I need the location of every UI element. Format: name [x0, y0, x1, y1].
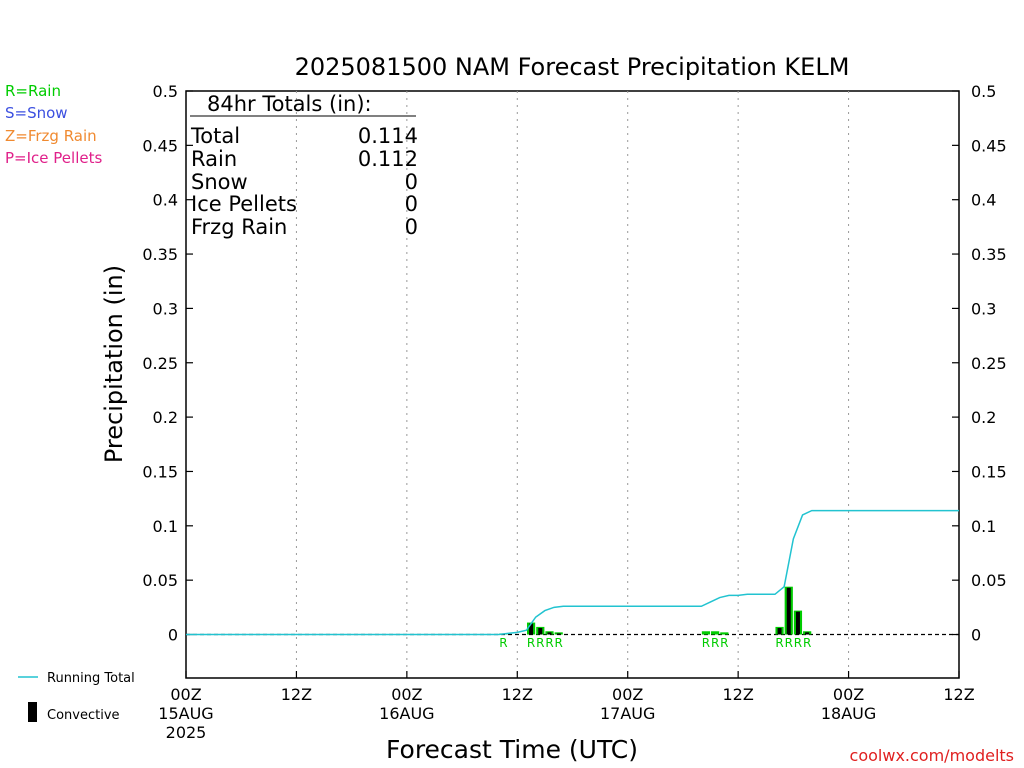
- ptype-marker: R: [499, 636, 507, 650]
- x-tick-label: 12Z: [502, 685, 533, 704]
- y-tick-label-left: 0.3: [153, 299, 178, 318]
- running-total-legend-label: Running Total: [47, 671, 135, 686]
- running-total-line: [186, 509, 959, 636]
- watermark: coolwx.com/modelts: [850, 746, 1014, 765]
- vertical-gridlines: [295, 91, 850, 678]
- totals-value-ice-pellets: 0: [405, 192, 418, 216]
- y-axis-label: Precipitation (in): [100, 265, 128, 463]
- convective-bar: [786, 587, 791, 635]
- x-tick-label: 15AUG: [158, 704, 213, 723]
- ptype-legend: R=Rain S=Snow Z=Frzg Rain P=Ice Pellets: [5, 82, 102, 167]
- y-axis-right: 0 0.05 0.1 0.15 0.2 0.25 0.3 0.35 0.4 0.45 0.5: [952, 82, 1007, 645]
- y-tick-label-right: 0.1: [971, 517, 996, 536]
- x-tick-label: 12Z: [281, 685, 312, 704]
- y-tick-label-left: 0.5: [153, 82, 178, 101]
- ptype-marker: R: [720, 636, 728, 650]
- y-tick-label-right: 0.25: [971, 354, 1007, 373]
- totals-label-snow: Snow: [191, 170, 248, 194]
- ptype-marker: R: [775, 636, 783, 650]
- convective-bar: [547, 632, 552, 635]
- x-tick-label: 00Z: [391, 685, 422, 704]
- ptype-marker: R: [794, 636, 802, 650]
- x-tick-label: 12Z: [943, 685, 974, 704]
- convective-bar: [538, 627, 543, 635]
- ptype-marker: R: [527, 636, 535, 650]
- ptype-legend-frzg-rain: Z=Frzg Rain: [5, 127, 97, 145]
- totals-value-rain: 0.112: [358, 147, 418, 171]
- chart-title: 2025081500 NAM Forecast Precipitation KE…: [295, 53, 850, 81]
- ptype-marker: R: [702, 636, 710, 650]
- ptype-legend-snow: S=Snow: [5, 104, 68, 122]
- convective-bar: [795, 611, 800, 635]
- y-tick-label-left: 0.05: [142, 571, 178, 590]
- series-legend: Running Total Convective: [18, 671, 135, 723]
- ptype-marker: R: [545, 636, 553, 650]
- ptype-marker: R: [536, 636, 544, 650]
- convective-bar: [529, 623, 534, 635]
- y-tick-label-right: 0.4: [971, 191, 996, 210]
- y-tick-label-left: 0.25: [142, 354, 178, 373]
- ptype-legend-rain: R=Rain: [5, 82, 61, 100]
- convective-bar: [777, 627, 782, 635]
- convective-legend-swatch: [28, 702, 37, 722]
- ptype-marker: R: [803, 636, 811, 650]
- convective-legend-label: Convective: [47, 708, 120, 723]
- totals-value-snow: 0: [405, 170, 418, 194]
- y-tick-label-left: 0: [168, 626, 178, 645]
- precip-bar: [720, 632, 729, 635]
- totals-label-ice-pellets: Ice Pellets: [191, 192, 297, 216]
- totals-heading: 84hr Totals (in):: [207, 92, 372, 116]
- y-axis-left: 0 0.05 0.1 0.15 0.2 0.25 0.3 0.35 0.4 0.45 0.5: [142, 82, 193, 645]
- totals-label-frzg-rain: Frzg Rain: [191, 215, 287, 239]
- precip-bar: [701, 631, 711, 635]
- y-tick-label-left: 0.1: [153, 517, 178, 536]
- x-tick-label: 00Z: [612, 685, 643, 704]
- totals-label-rain: Rain: [191, 147, 237, 171]
- totals-value-total: 0.114: [358, 124, 418, 148]
- plot-frame: [185, 90, 960, 679]
- ptype-marker: R: [711, 636, 719, 650]
- totals-value-frzg-rain: 0: [405, 215, 418, 239]
- y-tick-label-left: 0.4: [153, 191, 178, 210]
- y-tick-label-right: 0: [971, 626, 981, 645]
- x-tick-label: 17AUG: [600, 704, 655, 723]
- y-tick-label-left: 0.2: [153, 408, 178, 427]
- y-tick-label-right: 0.5: [971, 82, 996, 101]
- y-tick-label-right: 0.45: [971, 136, 1007, 155]
- x-tick-label: 00Z: [170, 685, 201, 704]
- y-tick-label-left: 0.35: [142, 245, 178, 264]
- x-tick-label: 18AUG: [821, 704, 876, 723]
- x-tick-label: 2025: [166, 723, 207, 742]
- ptype-marker: R: [555, 636, 563, 650]
- precip-bar: [711, 631, 720, 635]
- totals-box: 84hr Totals (in): Total 0.114 Rain 0.112…: [190, 92, 418, 239]
- y-tick-label-right: 0.35: [971, 245, 1007, 264]
- convective-bar: [805, 632, 810, 635]
- y-tick-label-left: 0.15: [142, 462, 178, 481]
- precip-bars: [499, 586, 812, 635]
- x-tick-label: 16AUG: [379, 704, 434, 723]
- y-tick-label-right: 0.3: [971, 299, 996, 318]
- x-axis-label: Forecast Time (UTC): [386, 735, 638, 764]
- ptype-legend-ice-pellets: P=Ice Pellets: [5, 149, 102, 167]
- y-tick-label-right: 0.15: [971, 462, 1007, 481]
- ptype-marker: R: [785, 636, 793, 650]
- x-tick-label: 12Z: [722, 685, 753, 704]
- y-tick-label-left: 0.45: [142, 136, 178, 155]
- y-tick-label-right: 0.2: [971, 408, 996, 427]
- x-tick-label: 00Z: [833, 685, 864, 704]
- y-tick-label-right: 0.05: [971, 571, 1007, 590]
- totals-label-total: Total: [190, 124, 240, 148]
- convective-bar: [556, 633, 561, 635]
